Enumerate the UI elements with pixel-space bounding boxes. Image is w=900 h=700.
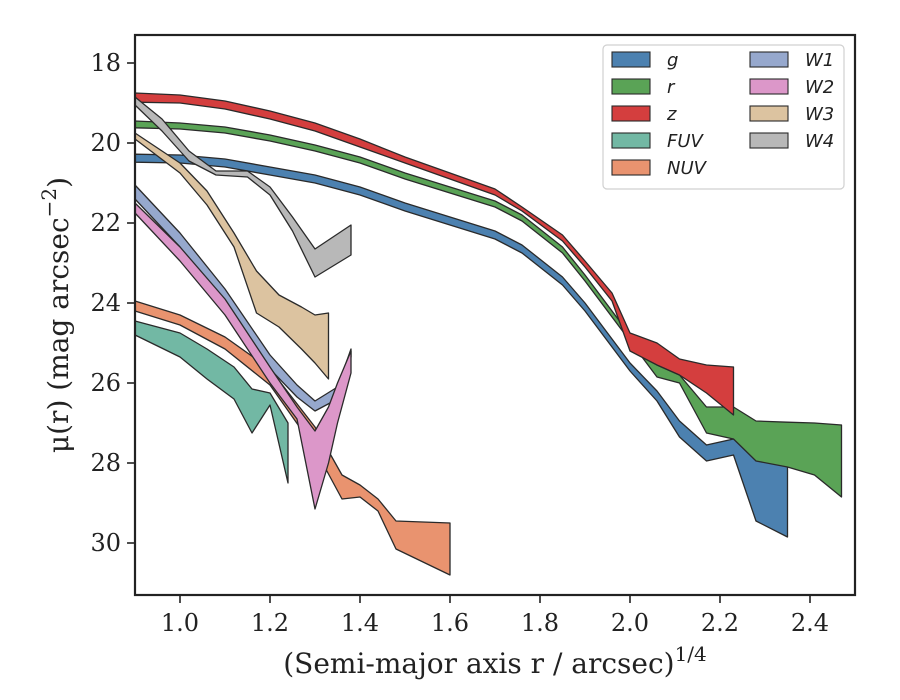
y-tick-label: 30: [90, 529, 121, 557]
y-axis-label-superscript: −2: [37, 188, 61, 217]
x-tick-label: 1.2: [251, 609, 289, 637]
band-W2: [134, 202, 352, 510]
y-tick-label: 22: [90, 209, 121, 237]
y-tick-label: 24: [90, 289, 121, 317]
y-tick-label: 18: [90, 49, 121, 77]
legend-label-W1: W1: [805, 50, 834, 71]
y-axis-label: μ(r) (mag arcsec−2): [37, 177, 75, 453]
x-axis: 1.0 1.2 1.4 1.6 1.8 2.0 2.2 2.4: [161, 595, 829, 637]
x-tick-label: 1.4: [341, 609, 379, 637]
y-axis-label-text: μ(r) (mag arcsec: [42, 217, 75, 453]
band-W3: [134, 132, 330, 380]
legend-label-FUV: FUV: [667, 131, 705, 152]
legend-label-W2: W2: [805, 77, 834, 98]
legend: grz FUV NUV W1 W2 W3 W4: [602, 44, 845, 190]
legend-swatch-FUV: [611, 132, 651, 149]
legend-swatch-r: [611, 78, 651, 95]
y-tick-label: 28: [90, 449, 121, 477]
band-g: [134, 153, 789, 538]
x-tick-label: 2.4: [791, 609, 829, 637]
x-tick-label: 2.2: [701, 609, 739, 637]
legend-swatch-g: [611, 51, 651, 68]
legend-label-W3: W3: [805, 104, 834, 125]
plot-frame: [133, 33, 857, 597]
legend-swatch-z: [611, 105, 651, 122]
y-axis: 18 20 22 24 26 28 30: [90, 49, 135, 557]
y-tick-label: 26: [90, 369, 121, 397]
legend-label-g: g: [667, 50, 678, 71]
y-tick-label: 20: [90, 129, 121, 157]
x-axis-label: (Semi-major axis r / arcsec)1/4: [283, 642, 707, 680]
legend-label-NUV: NUV: [667, 158, 708, 179]
legend-swatch-W1: [749, 51, 789, 68]
legend-label-W4: W4: [805, 131, 834, 152]
legend-label-z: z: [666, 104, 677, 125]
legend-swatch-NUV: [611, 159, 651, 176]
x-tick-label: 1.6: [431, 609, 469, 637]
band-z: [134, 92, 735, 416]
legend-swatch-W2: [749, 78, 789, 95]
x-axis-label-superscript: 1/4: [675, 642, 707, 666]
legend-label-r: r: [667, 77, 676, 98]
x-tick-label: 1.0: [161, 609, 199, 637]
legend-swatch-W4: [749, 132, 789, 149]
x-axis-label-text: (Semi-major axis r / arcsec): [283, 647, 674, 680]
y-axis-label-suffix: ): [42, 177, 75, 188]
series-bands: [134, 92, 843, 576]
band-FUV: [134, 320, 289, 484]
legend-swatch-W3: [749, 105, 789, 122]
band-r: [134, 120, 843, 498]
band-W4: [134, 96, 352, 278]
x-tick-label: 1.8: [521, 609, 559, 637]
x-tick-label: 2.0: [611, 609, 649, 637]
